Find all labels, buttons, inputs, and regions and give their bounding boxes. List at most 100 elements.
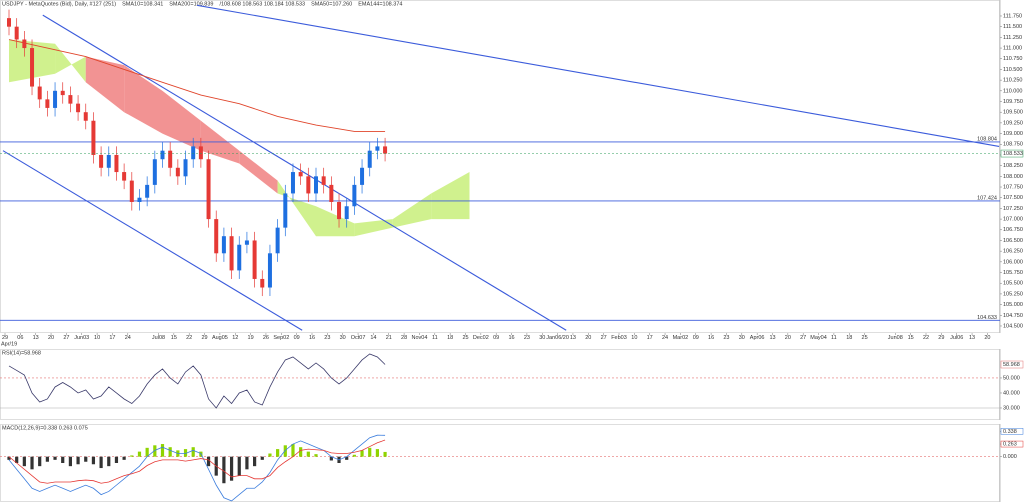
candle-body: [152, 159, 157, 185]
cloud-segment: [392, 193, 432, 228]
candle-body: [329, 184, 334, 202]
histogram-bar: [160, 444, 165, 457]
x-tick-label: 13: [33, 335, 39, 341]
y-tick-label: 105.750: [1003, 270, 1023, 276]
histogram-bar: [38, 456, 42, 467]
header-text: USDJPY - MetaQuotes (Bid), Daily, #127 (…: [2, 1, 116, 7]
candle-body: [68, 95, 73, 104]
candle-body: [7, 18, 11, 27]
candle-body: [175, 167, 180, 177]
histogram-bar: [375, 449, 379, 457]
current-price-box: [1000, 149, 1024, 158]
candle-body: [306, 176, 311, 194]
x-tick-label: 29: [2, 335, 8, 341]
histogram-bar: [91, 456, 96, 465]
candle-body: [14, 26, 19, 40]
value-box: [1000, 428, 1024, 435]
histogram-bar: [314, 454, 318, 457]
histogram-bar: [99, 456, 103, 469]
x-tick-label: Nov04: [411, 335, 427, 341]
y-tick-label: 104.500: [1003, 323, 1023, 329]
x-tick-label: Jul08: [152, 335, 165, 341]
y-tick-label: 105.000: [1003, 302, 1023, 308]
y-tick-label: 40.000: [1003, 390, 1020, 396]
x-tick-label: 18: [447, 335, 453, 341]
candle-body: [352, 184, 357, 207]
y-tick-label: 105.250: [1003, 291, 1023, 297]
candle-body: [314, 176, 318, 194]
y-tick-label: 109.000: [1003, 131, 1023, 137]
histogram-bar: [107, 456, 111, 467]
candle-body: [260, 278, 265, 288]
histogram-bar: [260, 456, 264, 460]
x-tick-label: 27: [63, 335, 69, 341]
candle-body: [106, 154, 111, 168]
candle-body: [83, 112, 88, 121]
y-tick-label: 106.500: [1003, 238, 1023, 244]
x-tick-label: 11: [831, 335, 837, 341]
histogram-bar: [122, 456, 126, 460]
value-box: [1000, 440, 1024, 448]
candle-body: [129, 180, 134, 202]
candle-body: [337, 201, 342, 220]
header-text: SMA50=107.260: [311, 1, 352, 7]
candle-body: [367, 150, 372, 168]
histogram-bar: [329, 456, 333, 461]
histogram-bar: [30, 456, 34, 470]
value-label: 0.263: [1003, 442, 1017, 448]
x-tick-label: 26: [263, 335, 269, 341]
histogram-bar: [130, 455, 134, 457]
x-tick-label: 27: [800, 335, 806, 341]
y-tick-label: 109.500: [1003, 110, 1023, 116]
histogram-bar: [153, 445, 157, 457]
y-tick-label: 110.250: [1003, 78, 1022, 84]
histogram-bar: [352, 454, 356, 457]
y-tick-label: 110.750: [1003, 56, 1022, 62]
candle-body: [214, 219, 219, 254]
x-tick-label: 21: [386, 335, 392, 341]
x-tick-label: May04: [810, 335, 827, 341]
x-tick-label: Jun03: [74, 335, 89, 341]
y-tick-label: 111.250: [1003, 35, 1022, 41]
candle-body: [298, 172, 303, 177]
histogram-bar: [45, 456, 49, 462]
x-tick-label: 06: [17, 335, 23, 341]
y-tick-label: 111.500: [1003, 24, 1022, 30]
histogram-bar: [7, 456, 11, 460]
candle-body: [76, 103, 81, 113]
candle-body: [183, 159, 188, 177]
histogram-bar: [191, 447, 195, 457]
x-tick-label: Jun08: [888, 335, 903, 341]
cloud-segment: [55, 43, 86, 83]
candle-body: [168, 150, 173, 168]
trendline: [196, 4, 1000, 147]
cloud-segment: [124, 65, 163, 134]
header-text: EMA144=108.374: [358, 1, 402, 7]
cloud-segment: [354, 219, 393, 237]
x-tick-label: 20: [785, 335, 791, 341]
x-tick-label: 13: [969, 335, 975, 341]
x-tick-label: 24: [125, 335, 131, 341]
x-tick-label: 25: [462, 335, 468, 341]
x-tick-label: 09: [493, 335, 499, 341]
candle-body: [252, 240, 257, 279]
macd-line: [8, 434, 386, 502]
histogram-bar: [183, 449, 188, 457]
candle-body: [114, 154, 119, 173]
y-tick-label: 106.250: [1003, 249, 1023, 255]
trendline: [2, 150, 303, 331]
x-tick-label: 22: [923, 335, 929, 341]
x-tick-label: 20: [585, 335, 591, 341]
histogram-bar: [114, 456, 119, 463]
x-tick-label: 15: [908, 335, 914, 341]
rsi-line: [8, 353, 386, 409]
x-tick-label: 30: [340, 335, 346, 341]
x-tick-label: Apr06: [750, 335, 765, 341]
x-tick-label: 18: [846, 335, 852, 341]
x-tick-label: 30: [539, 335, 545, 341]
candle-body: [45, 99, 50, 108]
histogram-bar: [76, 456, 80, 465]
x-tick-label: 25: [862, 335, 868, 341]
x-tick-label: 12: [232, 335, 238, 341]
